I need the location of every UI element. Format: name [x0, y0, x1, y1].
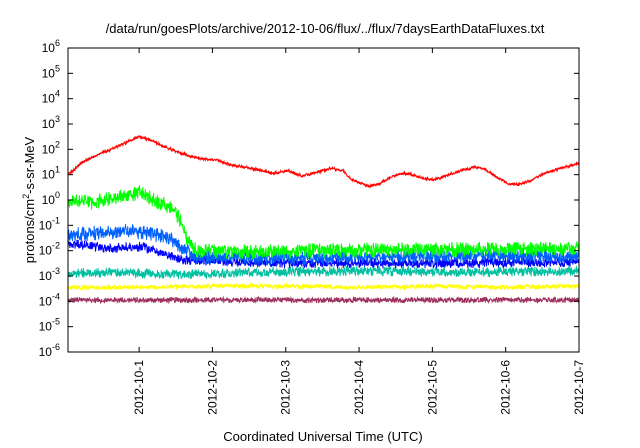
y-tick-label: 105: [42, 63, 60, 80]
series-line: [68, 265, 579, 280]
x-tick-label: 2012-10-6: [499, 360, 513, 415]
chart-title: /data/run/goesPlots/archive/2012-10-06/f…: [106, 21, 545, 36]
y-axis: 10-6 10-5 10-4 10-3 10-2 10-1 100 101 102 103 104 1…: [39, 38, 579, 359]
series-line: [68, 281, 579, 292]
x-tick-label: 2012-10-1: [132, 360, 146, 415]
x-tick-label: 2012-10-2: [205, 360, 219, 415]
y-tick-label: 10-3: [39, 266, 60, 283]
y-tick-label: 10-1: [39, 215, 60, 232]
x-axis-title: Coordinated Universal Time (UTC): [223, 429, 422, 444]
x-tick-label: 2012-10-7: [572, 360, 586, 415]
y-tick-label: 10-6: [39, 342, 60, 359]
y-tick-label: 10-5: [39, 317, 60, 334]
plot-frame: [67, 47, 580, 353]
x-tick-label: 2012-10-3: [279, 360, 293, 415]
y-axis-title: protons/cm2-s-sr-MeV: [21, 136, 37, 263]
y-tick-label: 102: [42, 139, 60, 156]
series-line: [68, 135, 579, 189]
y-tick-label: 103: [42, 114, 60, 131]
plot-area: [67, 47, 580, 353]
x-tick-label: 2012-10-5: [425, 360, 439, 415]
y-tick-label: 100: [42, 190, 60, 207]
y-tick-label: 10-4: [39, 291, 60, 308]
x-tick-label: 2012-10-4: [352, 360, 366, 415]
x-axis: 2012-10-1 2012-10-2 2012-10-3 2012-10-4 2012…: [132, 48, 586, 415]
y-tick-label: 106: [42, 38, 60, 55]
series-line: [68, 185, 579, 260]
y-tick-label: 104: [42, 89, 60, 106]
y-tick-label: 101: [42, 165, 60, 182]
series-line: [68, 295, 579, 305]
y-tick-label: 10-2: [39, 241, 60, 258]
